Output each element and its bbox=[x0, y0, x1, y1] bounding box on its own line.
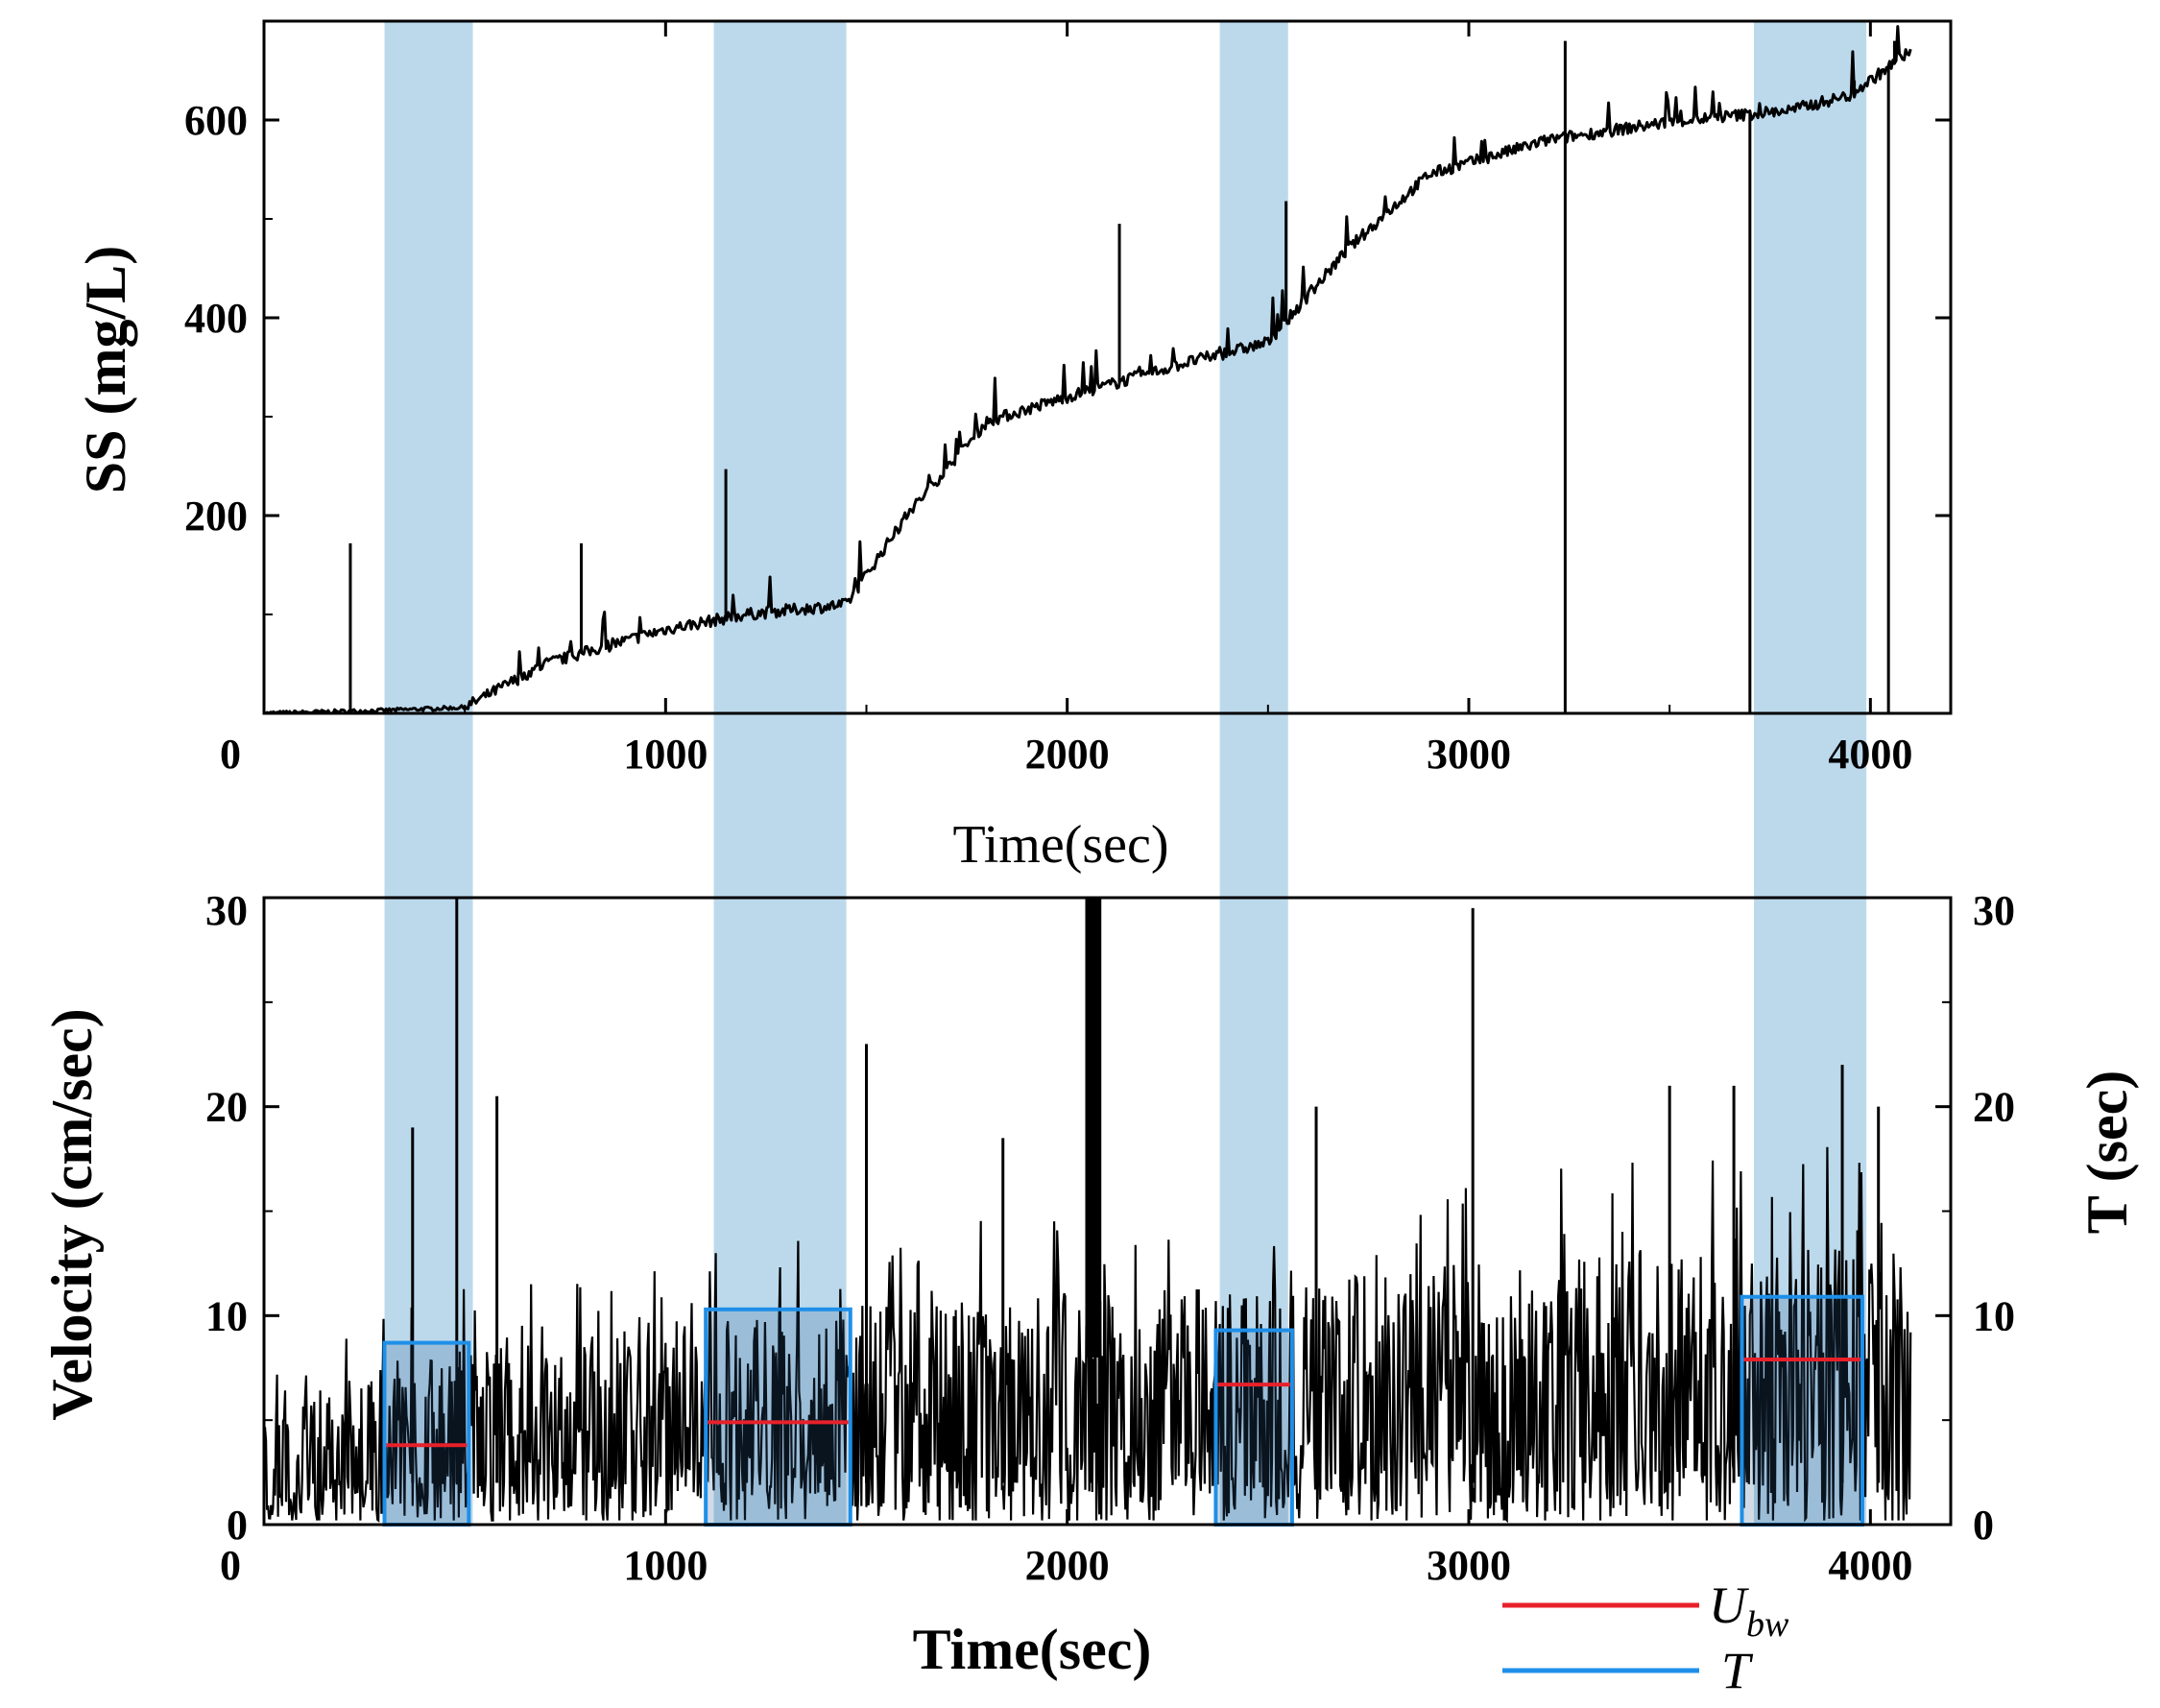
ss-y-tick-label: 600 bbox=[184, 97, 248, 144]
velocity-left-tick-label: 0 bbox=[227, 1502, 248, 1549]
velocity-ticks bbox=[262, 896, 1951, 1527]
t-box bbox=[704, 1307, 852, 1528]
t-y-tick-labels: 0 10 20 30 bbox=[1973, 887, 2015, 1549]
ss-x-tick-label: 0 bbox=[220, 731, 241, 778]
velocity-y-axis-label: Velocity (cm/sec) bbox=[40, 1008, 104, 1420]
legend-ubw-main: U bbox=[1709, 1576, 1749, 1634]
velocity-series bbox=[262, 898, 1912, 1524]
velocity-left-tick-label: 30 bbox=[205, 887, 248, 934]
ss-ticks bbox=[262, 21, 1951, 713]
ss-y-axis-label: SS (mg/L) bbox=[74, 246, 137, 493]
shaded-interval bbox=[1219, 21, 1288, 1525]
t-y-axis-label: T (sec) bbox=[2076, 1071, 2139, 1235]
ss-shaded-intervals bbox=[384, 21, 1867, 1525]
t-box bbox=[382, 1340, 471, 1527]
t-right-tick-label: 20 bbox=[1973, 1084, 2015, 1131]
velocity-x-axis-label: Time(sec) bbox=[913, 1618, 1152, 1681]
shaded-interval bbox=[384, 21, 473, 1525]
ss-x-tick-label: 1000 bbox=[623, 731, 708, 778]
velocity-left-tick-label: 20 bbox=[205, 1084, 248, 1131]
t-box bbox=[1213, 1328, 1294, 1527]
legend: Ubw T bbox=[1502, 1576, 1789, 1699]
ss-y-tick-labels: 200 400 600 bbox=[184, 97, 248, 540]
ss-line bbox=[264, 25, 1912, 715]
ss-x-axis-label: Time(sec) bbox=[952, 815, 1168, 875]
legend-t-label: T bbox=[1721, 1642, 1754, 1699]
t-right-tick-label: 0 bbox=[1973, 1502, 1994, 1549]
t-box bbox=[1740, 1294, 1864, 1527]
velocity-panel: 0 1000 2000 3000 4000 0 10 20 30 0 10 20… bbox=[40, 887, 2139, 1699]
ss-y-tick-label: 200 bbox=[184, 493, 248, 540]
ss-x-tick-label: 3000 bbox=[1427, 731, 1511, 778]
velocity-burst bbox=[1085, 898, 1102, 1358]
velocity-x-tick-label: 2000 bbox=[1025, 1542, 1110, 1589]
velocity-x-tick-labels: 0 1000 2000 3000 4000 bbox=[220, 1542, 1912, 1589]
velocity-x-tick-label: 3000 bbox=[1427, 1542, 1511, 1589]
velocity-left-tick-label: 10 bbox=[205, 1292, 248, 1339]
ss-series bbox=[264, 25, 1912, 715]
velocity-x-tick-label: 0 bbox=[220, 1542, 241, 1589]
ss-x-tick-label: 4000 bbox=[1828, 731, 1912, 778]
t-right-tick-label: 30 bbox=[1973, 887, 2015, 934]
t-right-tick-label: 10 bbox=[1973, 1292, 2015, 1339]
velocity-x-tick-label: 4000 bbox=[1828, 1542, 1912, 1589]
velocity-x-tick-label: 1000 bbox=[623, 1542, 708, 1589]
legend-ubw-sub: bw bbox=[1746, 1604, 1789, 1645]
ss-x-tick-labels: 0 1000 2000 3000 4000 bbox=[220, 731, 1912, 778]
ss-y-tick-label: 400 bbox=[184, 295, 248, 342]
ss-plot-frame bbox=[262, 19, 1953, 715]
legend-ubw-label: Ubw bbox=[1709, 1576, 1789, 1645]
velocity-y-tick-labels: 0 10 20 30 bbox=[205, 887, 248, 1549]
ss-x-tick-label: 2000 bbox=[1025, 731, 1110, 778]
t-boxes bbox=[382, 1294, 1864, 1528]
